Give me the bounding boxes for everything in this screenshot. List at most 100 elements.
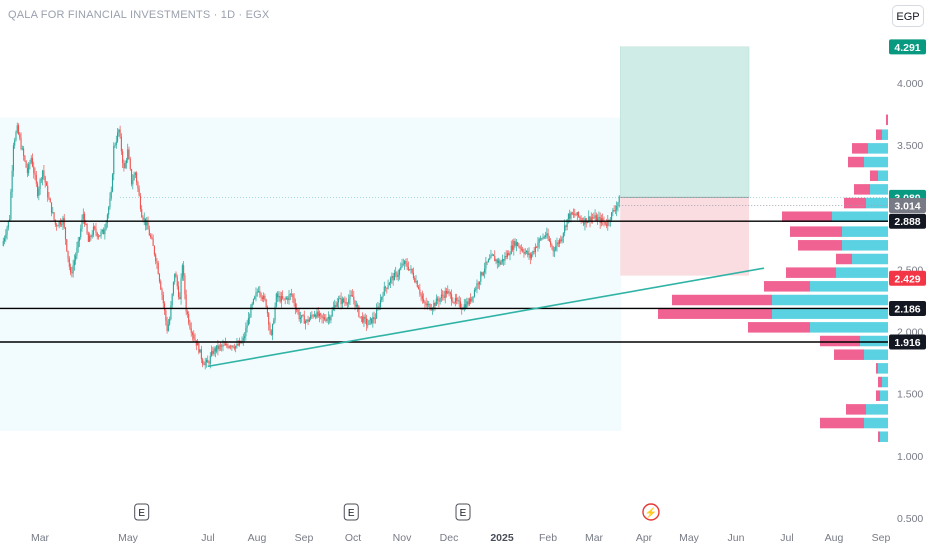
volume-profile-up-bar <box>864 349 888 360</box>
price-label-text: 1.916 <box>894 337 920 349</box>
candle-body <box>101 229 103 232</box>
candle-body <box>617 202 619 206</box>
target-zone[interactable] <box>619 46 750 198</box>
candle-body <box>48 197 50 199</box>
candle-body <box>167 324 169 331</box>
candle-body <box>58 221 60 226</box>
candle-body <box>382 295 384 297</box>
candle-body <box>304 321 307 324</box>
candle-body <box>316 311 318 318</box>
candle-body <box>426 303 428 306</box>
earnings-event-label: E <box>348 508 355 519</box>
earnings-event-icon[interactable] <box>455 503 471 521</box>
currency-button[interactable]: EGP <box>892 5 924 27</box>
candle-body <box>339 298 341 299</box>
candle-body <box>224 343 227 346</box>
candle-body <box>572 213 575 215</box>
candle-body <box>537 242 539 248</box>
candle-body <box>612 210 614 213</box>
candle-body <box>54 219 56 225</box>
candle-body <box>388 282 390 286</box>
candle-body <box>315 314 317 318</box>
candle-body <box>472 296 474 298</box>
candle-body <box>274 306 276 321</box>
candle-body <box>278 296 280 298</box>
candle-body <box>100 231 102 236</box>
candle-body <box>91 234 93 237</box>
volume-profile-up-bar <box>860 335 888 347</box>
volume-profile-up-bar <box>772 294 888 306</box>
candle-body <box>359 316 361 318</box>
candle-body <box>336 302 338 307</box>
volume-profile-up-bar <box>842 240 888 251</box>
volume-profile-up-bar <box>842 226 888 237</box>
candle-body <box>313 314 315 317</box>
price-label-text: 4.291 <box>894 42 920 54</box>
candle-body <box>618 196 620 203</box>
candle-body <box>177 286 180 297</box>
candle-body <box>362 316 364 323</box>
trendline[interactable] <box>207 267 765 368</box>
candle-body <box>289 293 291 295</box>
candle-body <box>551 245 553 247</box>
candle-body <box>349 295 351 300</box>
earnings-event-icon[interactable] <box>134 503 150 521</box>
candle-body <box>57 225 59 227</box>
candle-body <box>492 254 495 256</box>
candle-body <box>7 220 9 228</box>
candle-body <box>517 242 519 247</box>
candle-body <box>265 299 267 308</box>
candle-body <box>66 239 68 251</box>
candle-body <box>386 287 388 289</box>
candle-body <box>133 174 135 181</box>
candle-body <box>527 250 529 255</box>
candle-body <box>523 251 525 254</box>
candle-body <box>207 359 209 363</box>
candle-body <box>134 172 136 175</box>
candle-body <box>445 290 448 294</box>
candle-body <box>484 268 486 273</box>
candle-body <box>195 340 197 346</box>
candle-body <box>237 343 239 346</box>
candle-body <box>108 207 110 215</box>
candle-body <box>369 318 371 321</box>
candle-body <box>203 364 205 366</box>
candle-body <box>214 348 216 352</box>
dividend-event-icon[interactable] <box>642 503 660 521</box>
candle-body <box>465 304 467 308</box>
candle-body <box>453 302 455 304</box>
x-axis-tick-label: Mar <box>31 532 50 544</box>
candle-body <box>24 155 26 161</box>
candle-body <box>354 300 356 307</box>
candle-body <box>556 242 558 247</box>
candle-body <box>442 294 444 296</box>
candle-body <box>146 222 148 226</box>
x-axis-tick-label: Aug <box>248 532 267 544</box>
price-label-tag <box>889 198 926 214</box>
candle-body <box>415 281 417 283</box>
candle-body <box>404 261 406 265</box>
candle-body <box>520 248 522 250</box>
candle-body <box>452 301 454 303</box>
candle-body <box>273 320 275 325</box>
candle-body <box>150 235 152 238</box>
candle-body <box>430 309 432 311</box>
stop-zone[interactable] <box>620 197 749 276</box>
candle-body <box>614 210 616 211</box>
candle-body <box>194 338 196 341</box>
candle-body <box>360 316 362 318</box>
candle-body <box>117 132 119 142</box>
price-label-tag <box>889 270 926 286</box>
candle-body <box>325 319 327 321</box>
candle-body <box>166 320 168 331</box>
candle-body <box>557 242 559 244</box>
candle-body <box>160 281 162 290</box>
candle-body <box>379 299 382 307</box>
candle-body <box>604 221 606 225</box>
candle-body <box>264 295 266 300</box>
volume-profile-down-bar <box>870 170 878 181</box>
candle-body <box>326 318 328 321</box>
candle-body <box>490 255 492 259</box>
earnings-event-icon[interactable] <box>343 503 359 521</box>
